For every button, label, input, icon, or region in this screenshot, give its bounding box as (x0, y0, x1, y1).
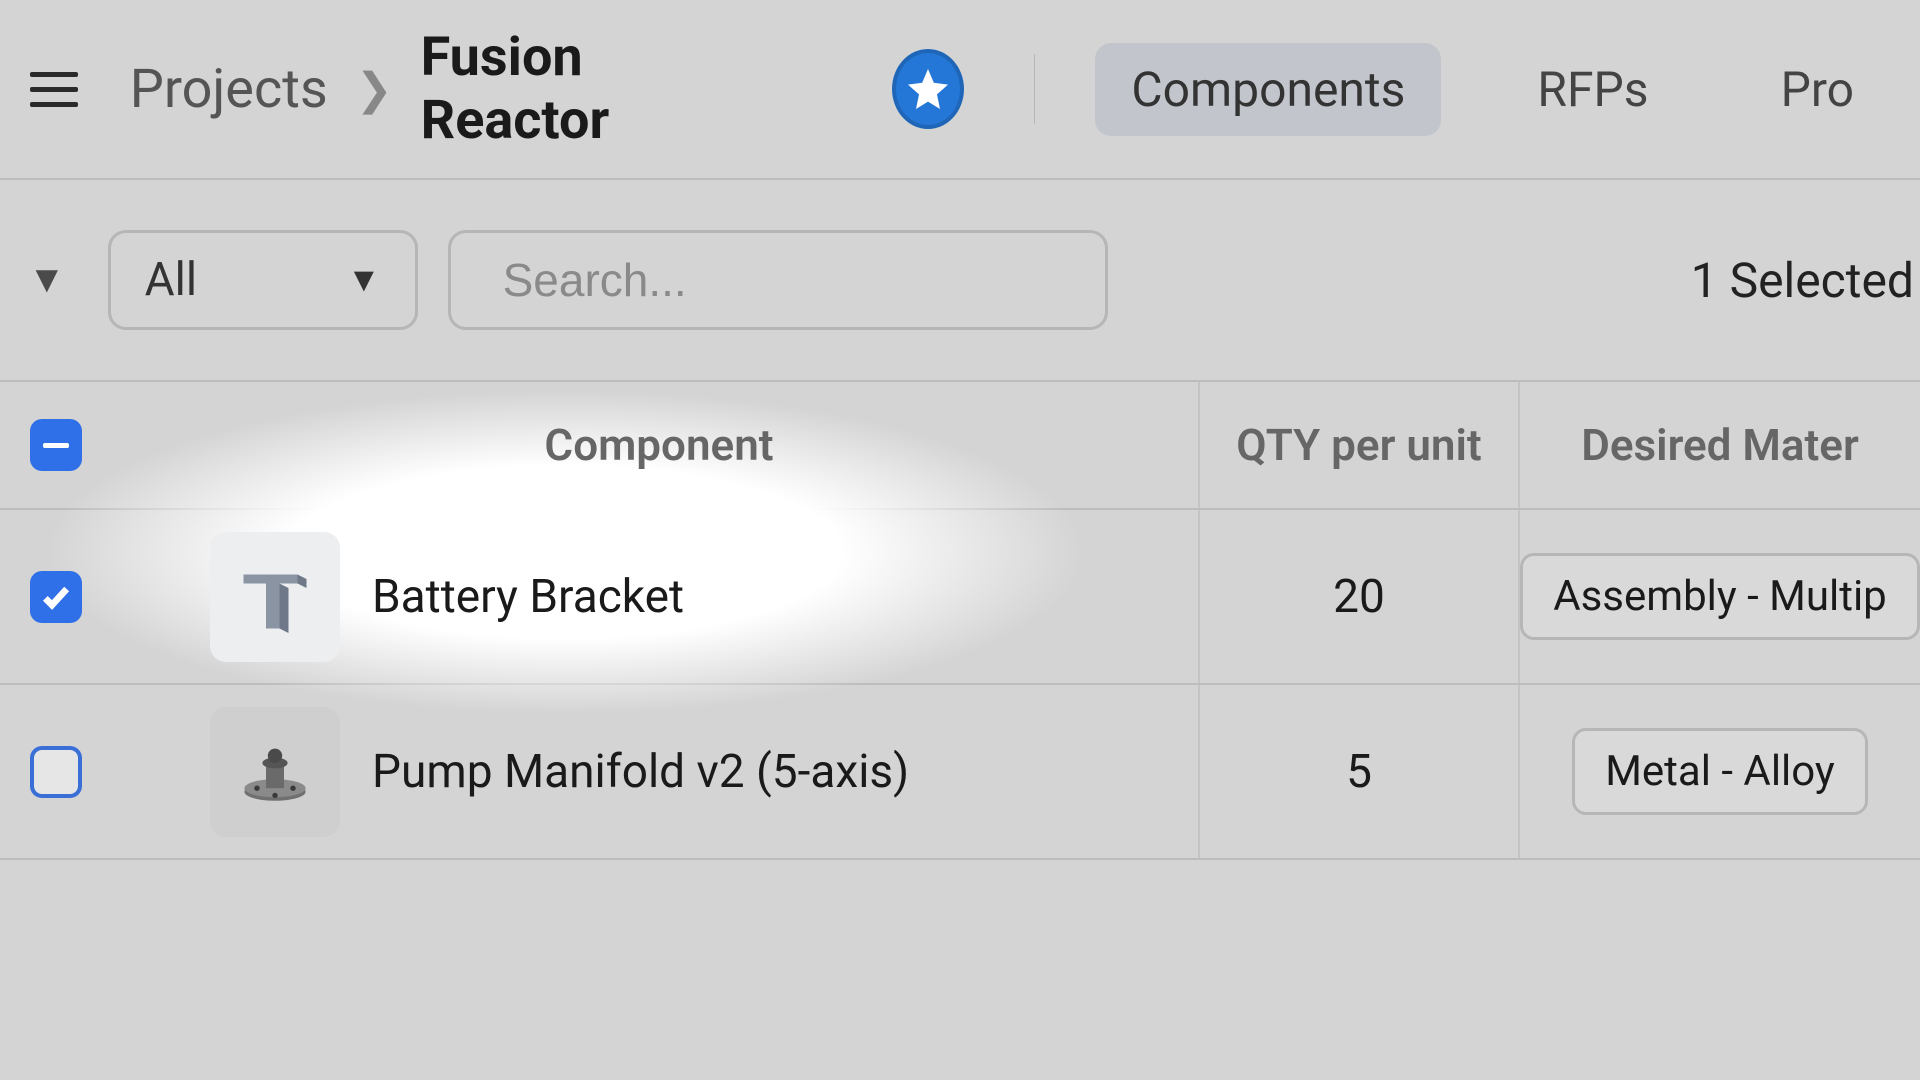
component-thumbnail (210, 707, 340, 837)
check-icon (40, 581, 72, 613)
breadcrumb-current: Fusion Reactor (421, 26, 712, 152)
qty-value: 5 (1346, 745, 1372, 799)
filter-value: All (145, 253, 197, 307)
select-all-checkbox[interactable] (30, 419, 82, 471)
col-component[interactable]: Component (120, 382, 1200, 508)
tab-pro[interactable]: Pro (1745, 43, 1890, 136)
header-divider (1034, 54, 1036, 124)
toolbar: ▼ All ▼ 1 Selected (0, 180, 1920, 380)
table-row[interactable]: Pump Manifold v2 (5-axis) 5 Metal - Allo… (0, 685, 1920, 860)
material-chip[interactable]: Assembly - Multip (1520, 553, 1920, 640)
chevron-right-icon: ❯ (356, 63, 393, 115)
collapse-caret-icon[interactable]: ▼ (28, 258, 66, 302)
breadcrumb-root[interactable]: Projects (130, 58, 328, 121)
search-box[interactable] (448, 230, 1108, 330)
component-name: Battery Bracket (372, 570, 684, 624)
hamburger-menu-icon[interactable] (30, 61, 80, 117)
bracket-icon (230, 552, 320, 642)
tab-components[interactable]: Components (1095, 43, 1441, 136)
header-checkbox-cell (0, 382, 120, 508)
chevron-down-icon: ▼ (347, 260, 381, 300)
col-component-label: Component (544, 419, 773, 471)
table-header-row: Component QTY per unit Desired Mater (0, 380, 1920, 510)
component-name: Pump Manifold v2 (5-axis) (372, 745, 909, 799)
search-input[interactable] (503, 253, 1101, 307)
components-table: Component QTY per unit Desired Mater (0, 380, 1920, 860)
qty-value: 20 (1333, 570, 1385, 624)
manifold-icon (230, 727, 320, 817)
col-qty-label: QTY per unit (1236, 419, 1481, 471)
tabs: Components RFPs Pro (1095, 43, 1890, 136)
favorite-star-button[interactable] (892, 49, 964, 129)
col-material-label: Desired Mater (1581, 419, 1859, 471)
row-checkbox[interactable] (30, 746, 82, 798)
col-qty[interactable]: QTY per unit (1200, 382, 1520, 508)
table-row[interactable]: Battery Bracket 20 Assembly - Multip (0, 510, 1920, 685)
col-material[interactable]: Desired Mater (1520, 382, 1920, 508)
component-thumbnail (210, 532, 340, 662)
breadcrumb: Projects ❯ Fusion Reactor (130, 26, 712, 152)
material-chip[interactable]: Metal - Alloy (1572, 728, 1868, 815)
selected-count: 1 Selected (1691, 252, 1914, 309)
tab-rfps[interactable]: RFPs (1501, 43, 1684, 136)
filter-select[interactable]: All ▼ (108, 230, 418, 330)
page-root: { "breadcrumb": { "root": "Projects", "c… (0, 0, 1920, 1080)
header: Projects ❯ Fusion Reactor Components RFP… (0, 0, 1920, 180)
star-icon (904, 65, 952, 113)
row-checkbox[interactable] (30, 571, 82, 623)
